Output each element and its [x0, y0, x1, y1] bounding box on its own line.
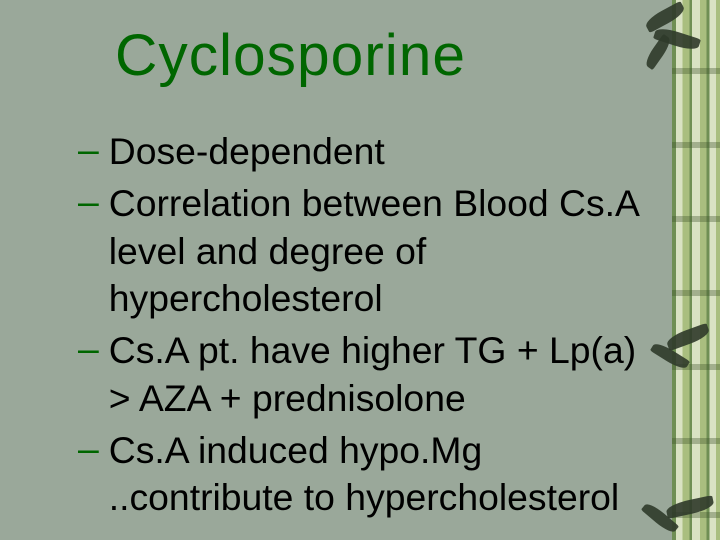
slide-title: Cyclosporine — [115, 22, 650, 89]
bamboo-decor — [672, 0, 720, 540]
bullet-item: – Cs.A pt. have higher TG + Lp(a) > AZA … — [78, 327, 640, 423]
bullet-dash-icon: – — [78, 427, 99, 470]
bullet-text: Cs.A induced hypo.Mg ..contribute to hyp… — [109, 427, 640, 523]
bullet-item: – Cs.A induced hypo.Mg ..contribute to h… — [78, 427, 640, 523]
bullet-text: Correlation between Blood Cs.A level and… — [109, 180, 640, 323]
bullet-dash-icon: – — [78, 128, 99, 171]
bullet-dash-icon: – — [78, 327, 99, 370]
bullet-text: Dose-dependent — [109, 128, 640, 176]
bullet-item: – Correlation between Blood Cs.A level a… — [78, 180, 640, 323]
title-area: Cyclosporine — [115, 22, 650, 89]
body-area: – Dose-dependent – Correlation between B… — [78, 128, 640, 526]
bullet-item: – Dose-dependent — [78, 128, 640, 176]
bullet-text: Cs.A pt. have higher TG + Lp(a) > AZA + … — [109, 327, 640, 423]
bullet-dash-icon: – — [78, 180, 99, 223]
